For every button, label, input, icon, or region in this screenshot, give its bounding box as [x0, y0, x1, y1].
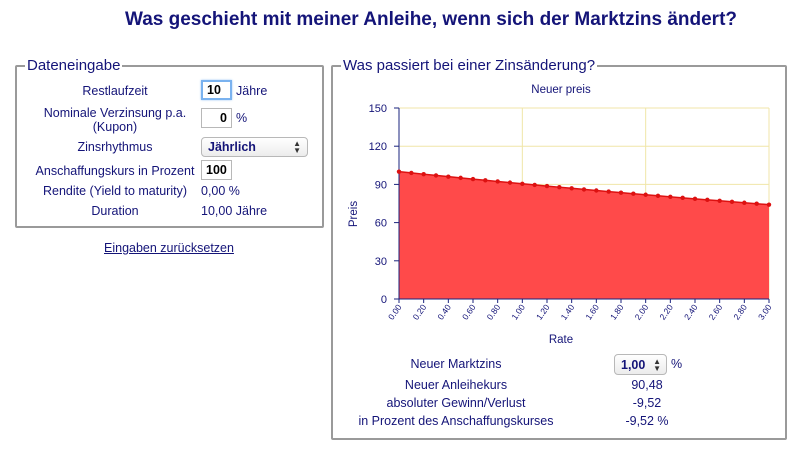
marktzins-unit: %: [671, 357, 683, 371]
prozent-value: -9,52 %: [625, 414, 669, 428]
verzinsung-label: Nominale Verzinsung p.a. (Kupon): [30, 106, 200, 134]
data-point: [495, 179, 500, 184]
stepper-arrows-icon[interactable]: ▲ ▼: [653, 357, 661, 373]
gewinn-value: -9,52: [632, 396, 662, 410]
marktzins-stepper[interactable]: 1,00 ▲ ▼: [614, 354, 667, 375]
duration-value: 10,00 Jähre: [201, 204, 268, 218]
marktzins-value: 1,00: [621, 358, 646, 372]
x-tick-label: 1.40: [559, 302, 577, 322]
data-point: [544, 183, 550, 189]
x-tick-label: 2.40: [682, 302, 700, 322]
kurs-label: Anschaffungskurs in Prozent: [35, 164, 195, 178]
data-point: [729, 199, 735, 204]
chart-title: Neuer preis: [531, 84, 591, 96]
verzinsung-label-line1: Nominale Verzinsung p.a.: [43, 106, 187, 120]
chart-x-axis-label: Rate: [549, 334, 573, 346]
data-point: [470, 176, 476, 182]
restlaufzeit-label: Restlaufzeit: [82, 84, 148, 98]
data-point: [557, 184, 562, 190]
zinsrhythmus-select[interactable]: Jährlich ▲ ▼: [201, 137, 308, 157]
data-point: [594, 188, 599, 193]
y-tick-label: 60: [375, 218, 387, 230]
data-point: [520, 181, 525, 186]
data-point: [507, 180, 513, 185]
data-point: [655, 193, 661, 198]
y-tick-label: 90: [375, 179, 387, 191]
chart-panel-legend: Was passiert bei einer Zinsänderung?: [343, 57, 596, 74]
x-tick-label: 2.60: [707, 302, 725, 322]
x-tick-label: 1.20: [534, 302, 552, 322]
x-tick-label: 0.60: [460, 302, 478, 322]
data-point: [421, 171, 426, 177]
anleihekurs-value: 90,48: [631, 378, 663, 392]
gewinn-label: absoluter Gewinn/Verlust: [386, 396, 526, 410]
x-tick-label: 2.80: [731, 302, 749, 322]
x-tick-label: 1.80: [608, 302, 626, 322]
restlaufzeit-unit: Jähre: [236, 84, 268, 98]
kurs-input[interactable]: [201, 160, 232, 180]
data-point: [433, 173, 439, 178]
restlaufzeit-input[interactable]: [201, 80, 232, 100]
zinsrhythmus-label: Zinsrhythmus: [77, 140, 153, 154]
data-point: [668, 194, 673, 200]
chart-panel: Was passiert bei einer Zinsänderung?: [331, 57, 787, 440]
x-tick-label: 0.40: [435, 302, 453, 322]
data-point: [532, 182, 537, 188]
y-tick-label: 30: [375, 256, 387, 268]
x-tick-label: 2.00: [633, 302, 651, 322]
page-title: Was geschieht mit meiner Anleihe, wenn s…: [124, 9, 738, 30]
data-point: [618, 190, 624, 195]
input-panel: Dateneingabe: [15, 57, 324, 228]
x-tick-label: 0.80: [485, 302, 503, 322]
data-point: [754, 201, 759, 206]
data-point: [581, 187, 587, 192]
x-tick-label: 3.00: [756, 302, 774, 322]
x-tick-label: 0.20: [411, 302, 429, 322]
zinsrhythmus-selected: Jährlich: [208, 140, 256, 154]
input-panel-legend: Dateneingabe: [27, 57, 121, 74]
y-tick-label: 0: [381, 294, 387, 306]
reset-inputs-link[interactable]: Eingaben zurücksetzen: [104, 241, 234, 255]
data-point: [643, 192, 648, 197]
data-point: [631, 191, 636, 196]
anleihekurs-label: Neuer Anleihekurs: [404, 378, 508, 392]
price-area: [399, 171, 769, 299]
data-point: [692, 196, 698, 202]
duration-label: Duration: [91, 204, 139, 218]
data-point: [742, 200, 747, 205]
chart-y-axis-label: Preis: [348, 201, 360, 227]
data-point: [396, 169, 402, 174]
data-point: [705, 197, 710, 203]
rendite-label: Rendite (Yield to maturity): [42, 184, 188, 198]
prozent-label: in Prozent des Anschaffungskurses: [358, 414, 554, 428]
x-tick-label: 2.20: [657, 302, 675, 322]
data-point: [569, 186, 574, 191]
data-point: [680, 195, 685, 201]
y-tick-label: 120: [369, 141, 387, 153]
y-tick-label: 150: [369, 103, 387, 115]
data-point: [766, 202, 772, 207]
data-point: [446, 174, 451, 179]
x-tick-label: 1.60: [583, 302, 601, 322]
data-point: [717, 198, 722, 204]
verzinsung-input[interactable]: [201, 108, 232, 128]
data-point: [606, 189, 611, 194]
rendite-value: 0,00 %: [201, 184, 240, 198]
data-point: [409, 170, 414, 176]
verzinsung-label-line2: (Kupon): [92, 120, 138, 134]
select-arrows-icon: ▲ ▼: [293, 139, 301, 155]
x-tick-label: 1.00: [509, 302, 527, 322]
data-point: [458, 175, 463, 181]
x-tick-label: 0.00: [386, 302, 404, 322]
marktzins-label: Neuer Marktzins: [410, 357, 502, 371]
verzinsung-unit: %: [236, 111, 248, 125]
data-point: [483, 178, 488, 183]
